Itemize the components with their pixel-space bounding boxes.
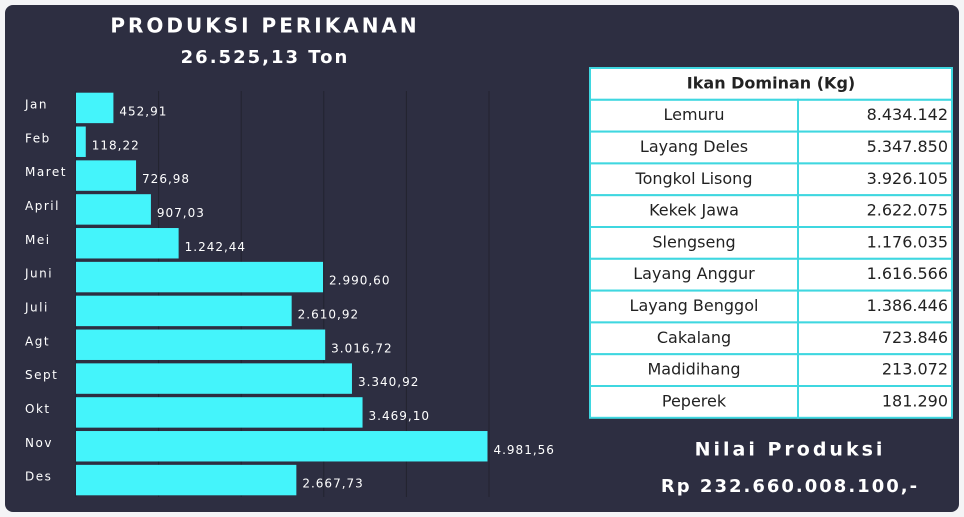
fish-weight: 3.926.105	[867, 169, 948, 188]
bar	[76, 92, 114, 124]
fish-weight: 723.846	[882, 328, 948, 347]
y-tick-label: April	[25, 199, 60, 213]
data-label: 3.016,72	[331, 341, 392, 355]
fish-name: Lemuru	[664, 105, 725, 124]
table-cell	[589, 194, 799, 228]
y-tick-label: Des	[25, 470, 52, 484]
fish-name: Tongkol Lisong	[635, 169, 753, 188]
data-label: 907,03	[157, 206, 205, 220]
table-header: Ikan Dominan (Kg)	[687, 73, 855, 92]
table-cell	[589, 98, 799, 133]
bar	[76, 126, 86, 157]
data-label: 4.981,56	[493, 443, 554, 457]
table-cell	[797, 130, 953, 165]
fish-name: Peperek	[662, 391, 727, 410]
fish-weight: 1.616.566	[867, 264, 948, 283]
fish-name: Layang Deles	[640, 137, 748, 156]
fish-weight: 181.290	[882, 391, 948, 410]
fish-name: Slengseng	[652, 232, 735, 251]
bar	[76, 194, 151, 225]
data-label: 726,98	[142, 172, 190, 186]
y-tick-label: Maret	[25, 165, 67, 179]
data-label: 2.990,60	[329, 274, 390, 288]
y-tick-label: Feb	[25, 131, 51, 145]
bar	[76, 397, 363, 428]
y-tick-label: Mei	[25, 233, 51, 247]
y-tick-label: Okt	[25, 402, 51, 416]
y-tick-label: Juli	[24, 300, 49, 314]
fish-weight: 2.622.075	[867, 201, 948, 220]
table-cell	[797, 385, 953, 419]
table-header-cell	[589, 67, 953, 101]
y-tick-label: Agt	[25, 334, 50, 348]
bar	[76, 464, 297, 496]
data-label: 118,22	[92, 138, 140, 152]
bar	[76, 363, 352, 394]
y-tick-label: Sept	[25, 368, 58, 382]
table-cell	[589, 353, 799, 388]
bar	[76, 295, 292, 327]
fish-name: Layang Benggol	[630, 296, 759, 315]
chart-title: PRODUKSI PERIKANAN	[110, 14, 419, 38]
data-label: 452,91	[119, 104, 167, 118]
fish-name: Layang Anggur	[633, 264, 755, 283]
data-label: 2.667,73	[302, 477, 363, 491]
table-cell	[797, 98, 953, 133]
chart-subtitle: 26.525,13 Ton	[181, 47, 350, 68]
y-tick-label: Juni	[24, 267, 53, 281]
table-cell	[797, 321, 953, 356]
data-label: 1.242,44	[185, 240, 246, 254]
data-label: 3.340,92	[358, 375, 419, 389]
bar	[76, 261, 324, 293]
table-cell	[797, 226, 953, 260]
fish-weight: 1.386.446	[867, 296, 948, 315]
fish-name: Madidihang	[647, 360, 740, 379]
fish-weight: 213.072	[882, 360, 948, 379]
summary-label: Nilai Produksi	[695, 439, 886, 461]
fish-weight: 5.347.850	[867, 137, 948, 156]
data-label: 3.469,10	[369, 409, 430, 423]
bar	[76, 228, 179, 259]
fish-name: Kekek Jawa	[649, 201, 739, 220]
table-cell	[589, 226, 799, 260]
fish-weight: 8.434.142	[867, 105, 948, 124]
bar	[76, 160, 137, 191]
bar	[76, 431, 488, 462]
data-label: 2.610,92	[298, 307, 359, 321]
y-tick-label: Nov	[25, 436, 53, 450]
fish-weight: 1.176.035	[867, 232, 948, 251]
fish-name: Cakalang	[657, 328, 731, 347]
y-tick-label: Jan	[24, 97, 48, 111]
summary-value: Rp 232.660.008.100,-	[661, 476, 919, 497]
bar	[76, 329, 326, 360]
